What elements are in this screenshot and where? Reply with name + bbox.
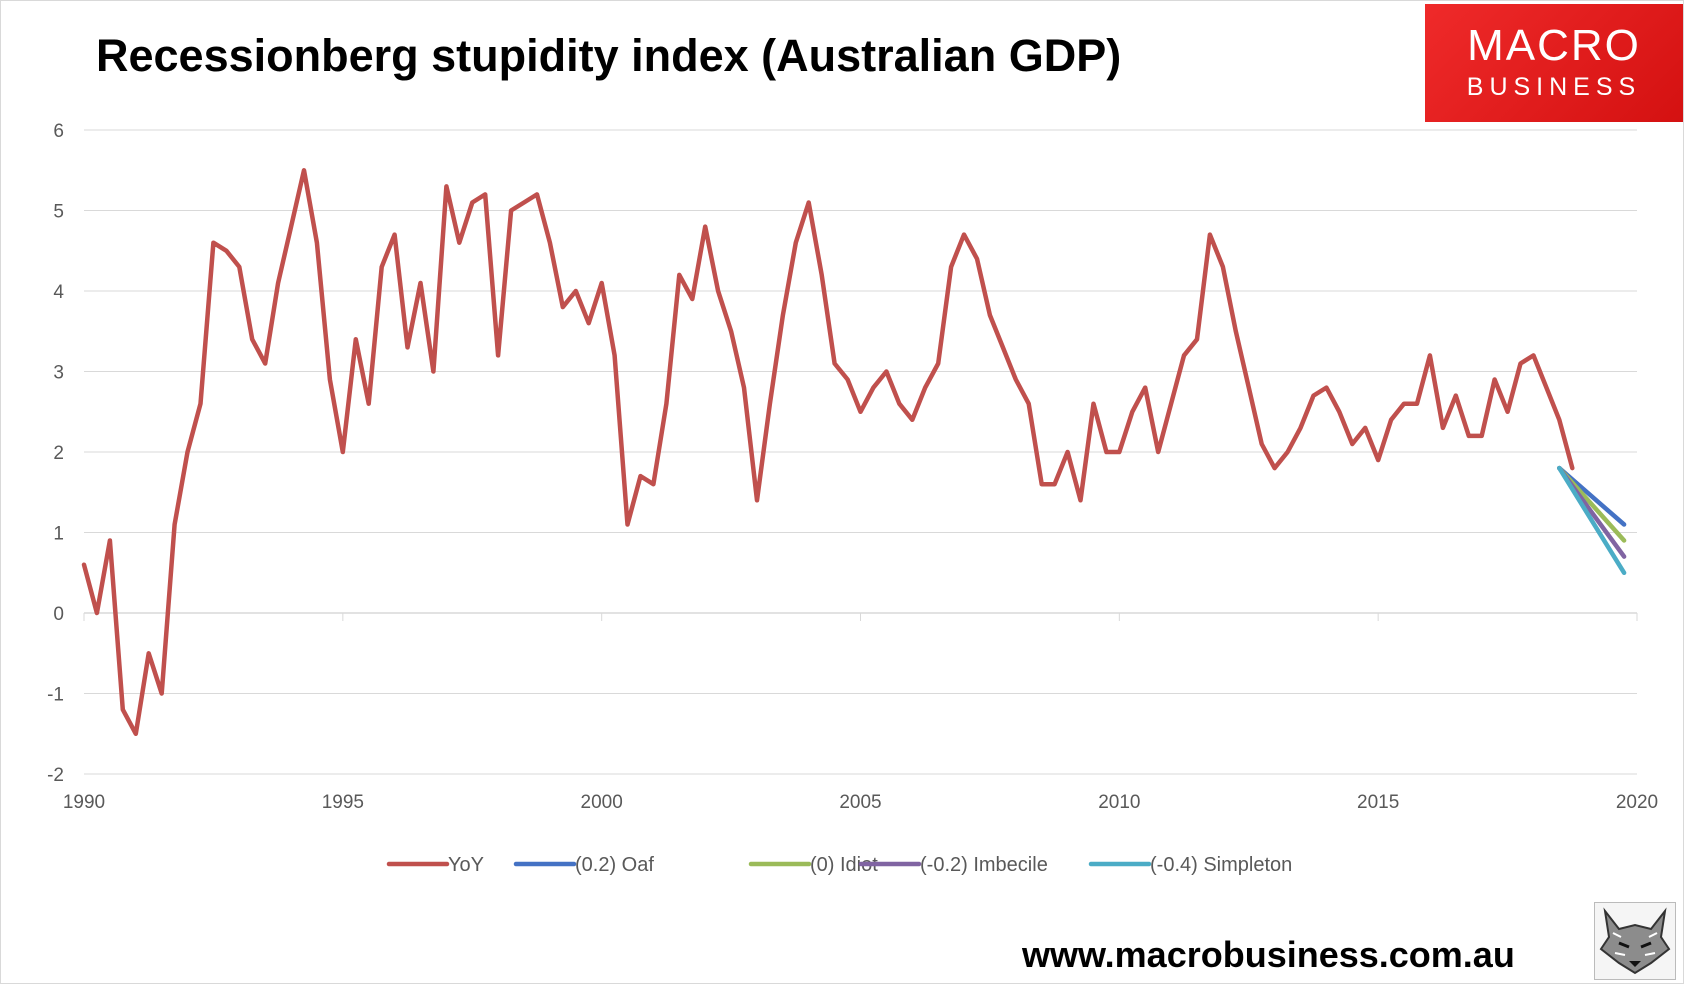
y-tick-label: 1 — [53, 524, 64, 545]
x-tick-label: 2010 — [1098, 792, 1140, 813]
y-tick-label: 5 — [53, 202, 64, 223]
legend-label-1: (0.2) Oaf — [575, 854, 654, 876]
gridlines — [84, 129, 1637, 775]
x-tick-label: 2015 — [1357, 792, 1399, 813]
legend-label-3: (-0.2) Imbecile — [920, 854, 1048, 876]
logo-line-macro: MACRO — [1467, 21, 1641, 70]
legend-label-0: YoY — [448, 854, 484, 876]
y-tick-label: 4 — [53, 282, 64, 303]
footer-url[interactable]: www.macrobusiness.com.au — [1022, 934, 1515, 975]
x-tick-label: 1995 — [322, 792, 364, 813]
x-tick-label: 2020 — [1616, 792, 1658, 813]
x-tick-label: 1990 — [63, 792, 105, 813]
legend-label-2: (0) Idiot — [810, 854, 878, 876]
series-lines — [81, 168, 1627, 737]
x-tick-label: 2000 — [581, 792, 623, 813]
fox-logo-icon — [1594, 902, 1676, 980]
chart-title: Recessionberg stupidity index (Australia… — [96, 30, 1122, 81]
y-tick-label: -1 — [47, 685, 64, 706]
y-tick-label: 3 — [53, 363, 64, 384]
logo-line-business: BUSINESS — [1466, 73, 1642, 101]
y-tick-label: -2 — [47, 765, 64, 786]
y-axis-tick-labels: -2 -1 0 1 2 3 4 5 6 — [47, 121, 64, 786]
legend-label-4: (-0.4) Simpleton — [1150, 854, 1292, 876]
x-axis — [83, 612, 1638, 775]
y-tick-label: 6 — [53, 121, 64, 142]
x-tick-label: 2005 — [839, 792, 881, 813]
y-tick-label: 0 — [53, 604, 64, 625]
series-line-0 — [81, 168, 1575, 737]
y-tick-label: 2 — [53, 443, 64, 464]
x-axis-tick-labels: 1990 1995 2000 2005 2010 2015 2020 — [63, 792, 1658, 813]
macrobusiness-logo[interactable]: MACRO BUSINESS — [1425, 4, 1683, 122]
series-line-4 — [1557, 465, 1627, 576]
legend: YoY (0.2) Oaf (0) Idiot (-0.2) Imbecile (-0.… — [386, 854, 1292, 876]
